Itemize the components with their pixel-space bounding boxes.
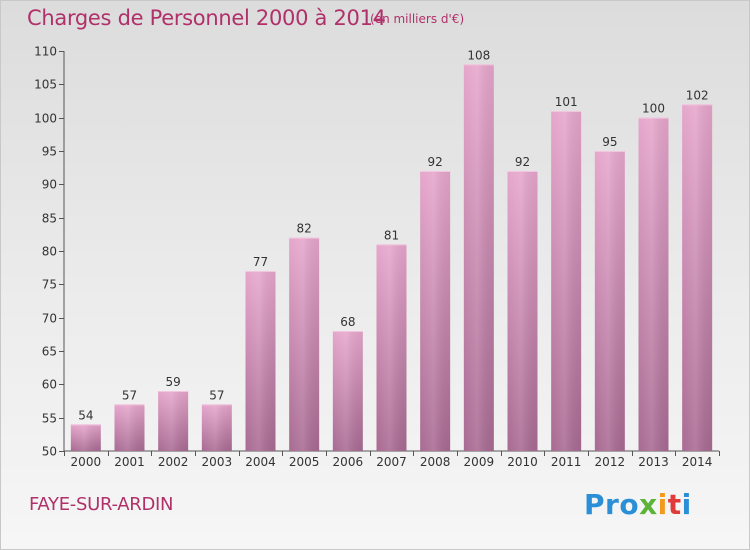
x-tick-label: 2014 [682, 455, 713, 469]
x-tick-label: 2011 [551, 455, 582, 469]
x-tick-label: 2005 [289, 455, 320, 469]
y-tick-label: 75 [42, 278, 57, 292]
x-tick-label: 2009 [464, 455, 495, 469]
bar-value-label: 108 [467, 48, 490, 62]
bar-shine [332, 331, 363, 451]
bar-value-label: 77 [253, 255, 268, 269]
x-tick-label: 2001 [114, 455, 145, 469]
chart-title: Charges de Personnel 2000 à 2014 [27, 6, 386, 30]
bar-shine [507, 171, 538, 451]
bar-shine [682, 104, 713, 451]
logo-part-5: i [681, 488, 692, 521]
y-tick-label: 50 [42, 445, 57, 459]
town-name: FAYE-SUR-ARDIN [29, 494, 174, 515]
x-tick-label: 2008 [420, 455, 451, 469]
logo-part-1: Pro [584, 488, 640, 521]
bar-value-label: 59 [166, 375, 181, 389]
y-tick-label: 55 [42, 412, 57, 426]
bar-value-label: 92 [428, 155, 443, 169]
bar-shine [376, 244, 407, 451]
x-tick-label: 2007 [376, 455, 407, 469]
y-tick-label: 65 [42, 345, 57, 359]
x-tick-label: 2004 [245, 455, 276, 469]
y-tick-label: 70 [42, 312, 57, 326]
bar-shine [463, 64, 494, 451]
x-tick-label: 2006 [333, 455, 364, 469]
y-tick-label: 110 [34, 45, 57, 59]
bar-value-label: 92 [515, 155, 530, 169]
bar-shine [420, 171, 451, 451]
y-tick-label: 90 [42, 178, 57, 192]
x-tick-label: 2002 [158, 455, 189, 469]
x-tick-label: 2013 [638, 455, 669, 469]
y-tick-label: 60 [42, 378, 57, 392]
x-tick-label: 2003 [202, 455, 233, 469]
bar-value-label: 101 [555, 95, 578, 109]
x-tick-label: 2010 [507, 455, 538, 469]
x-tick-label: 2000 [71, 455, 102, 469]
y-tick-label: 95 [42, 145, 57, 159]
logo-part-3: i [657, 488, 668, 521]
bar-shine [594, 151, 625, 451]
bar-shine [70, 424, 101, 451]
y-tick-label: 85 [42, 212, 57, 226]
chart-subtitle: (en milliers d'€) [370, 12, 465, 26]
bar-shine [201, 404, 232, 451]
bar-shine [289, 237, 320, 451]
bar-value-label: 82 [297, 222, 312, 236]
y-tick-label: 105 [34, 78, 57, 92]
bar-shine [245, 271, 276, 451]
bar-value-label: 68 [340, 315, 355, 329]
x-tick-label: 2012 [595, 455, 626, 469]
bar-value-label: 95 [602, 135, 617, 149]
bar-shine [551, 111, 582, 451]
bar-shine [158, 391, 189, 451]
bar-value-label: 100 [642, 102, 665, 116]
bar-value-label: 102 [686, 88, 709, 102]
logo-part-2: x [639, 488, 658, 521]
bar-value-label: 57 [209, 388, 224, 402]
y-tick-label: 100 [34, 112, 57, 126]
y-tick-label: 80 [42, 245, 57, 259]
bar-value-label: 54 [78, 408, 93, 422]
bar-shine [638, 117, 669, 452]
bar-shine [114, 404, 145, 451]
bar-value-label: 57 [122, 388, 137, 402]
proxiti-logo: Proxiti [584, 488, 692, 521]
logo-part-4: t [667, 488, 682, 521]
bar-value-label: 81 [384, 228, 399, 242]
